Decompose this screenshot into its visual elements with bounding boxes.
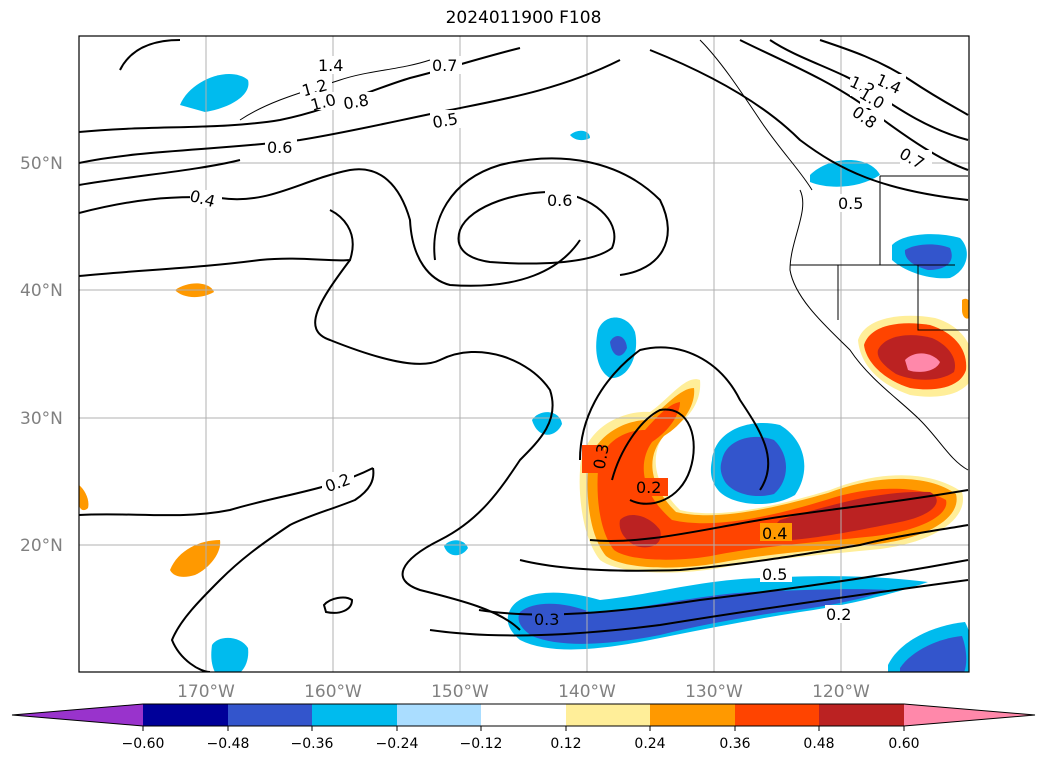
colorbar-bin xyxy=(481,704,566,726)
colorbar-bin xyxy=(397,704,481,726)
contour-label: 0.3 xyxy=(590,442,613,470)
contour-label: 0.2 xyxy=(826,605,851,624)
lon-label: 170°W xyxy=(177,682,235,702)
colorbar-bin xyxy=(650,704,735,726)
coastlines xyxy=(239,39,969,471)
map-background xyxy=(79,36,969,672)
contour-label: 0.7 xyxy=(432,56,457,75)
lon-label: 140°W xyxy=(558,682,616,702)
lat-label: 40°N xyxy=(20,281,63,301)
map-border xyxy=(78,35,970,673)
lat-label: 50°N xyxy=(20,154,63,174)
colorbar-tick-label: 0.60 xyxy=(888,736,919,752)
contour-label: 0.5 xyxy=(431,109,459,132)
colorbar-tick-label: 0.36 xyxy=(719,736,750,752)
colorbar-under-arrow xyxy=(12,704,143,726)
colorbar-bin xyxy=(566,704,650,726)
contour-label: 0.3 xyxy=(534,610,559,629)
contour-label: 1.4 xyxy=(318,56,343,75)
colorbar-over-arrow xyxy=(904,704,1035,726)
shaded-fields xyxy=(79,74,969,672)
lon-label: 150°W xyxy=(431,682,489,702)
colorbar-tick-label: 0.48 xyxy=(803,736,834,752)
colorbar-bin xyxy=(143,704,228,726)
longitude-labels: 170°W 160°W 150°W 140°W 130°W 120°W xyxy=(177,682,870,702)
contour-label: 0.4 xyxy=(762,524,787,543)
colorbar: −0.60 −0.48 −0.36 −0.24 −0.12 0.12 0.24 … xyxy=(11,703,1036,752)
contour-label: 0.5 xyxy=(762,565,787,584)
contour-label: 0.6 xyxy=(267,138,292,157)
latitude-labels: 50°N 40°N 30°N 20°N xyxy=(20,154,63,556)
colorbar-bin xyxy=(735,704,819,726)
lon-label: 130°W xyxy=(685,682,743,702)
colorbar-tick-label: −0.36 xyxy=(291,736,334,752)
colorbar-tick-label: −0.48 xyxy=(207,736,250,752)
lon-label: 160°W xyxy=(304,682,362,702)
contour-label: 0.5 xyxy=(838,194,863,213)
colorbar-bin xyxy=(312,704,397,726)
colorbar-tick-label: −0.24 xyxy=(376,736,419,752)
lon-label: 120°W xyxy=(812,682,870,702)
contour-label: 0.8 xyxy=(342,90,370,113)
colorbar-bin xyxy=(228,704,312,726)
lat-label: 20°N xyxy=(20,536,63,556)
contour-label: 0.6 xyxy=(547,191,572,210)
colorbar-tick-label: −0.60 xyxy=(122,736,165,752)
map-title: 2024011900 F108 xyxy=(445,8,602,28)
colorbar-tick-label: 0.12 xyxy=(550,736,581,752)
colorbar-tick-label: −0.12 xyxy=(460,736,503,752)
colorbar-bin xyxy=(819,704,904,726)
colorbar-tick-label: 0.24 xyxy=(634,736,665,752)
contour-label: 0.2 xyxy=(636,478,661,497)
lat-label: 30°N xyxy=(20,409,63,429)
